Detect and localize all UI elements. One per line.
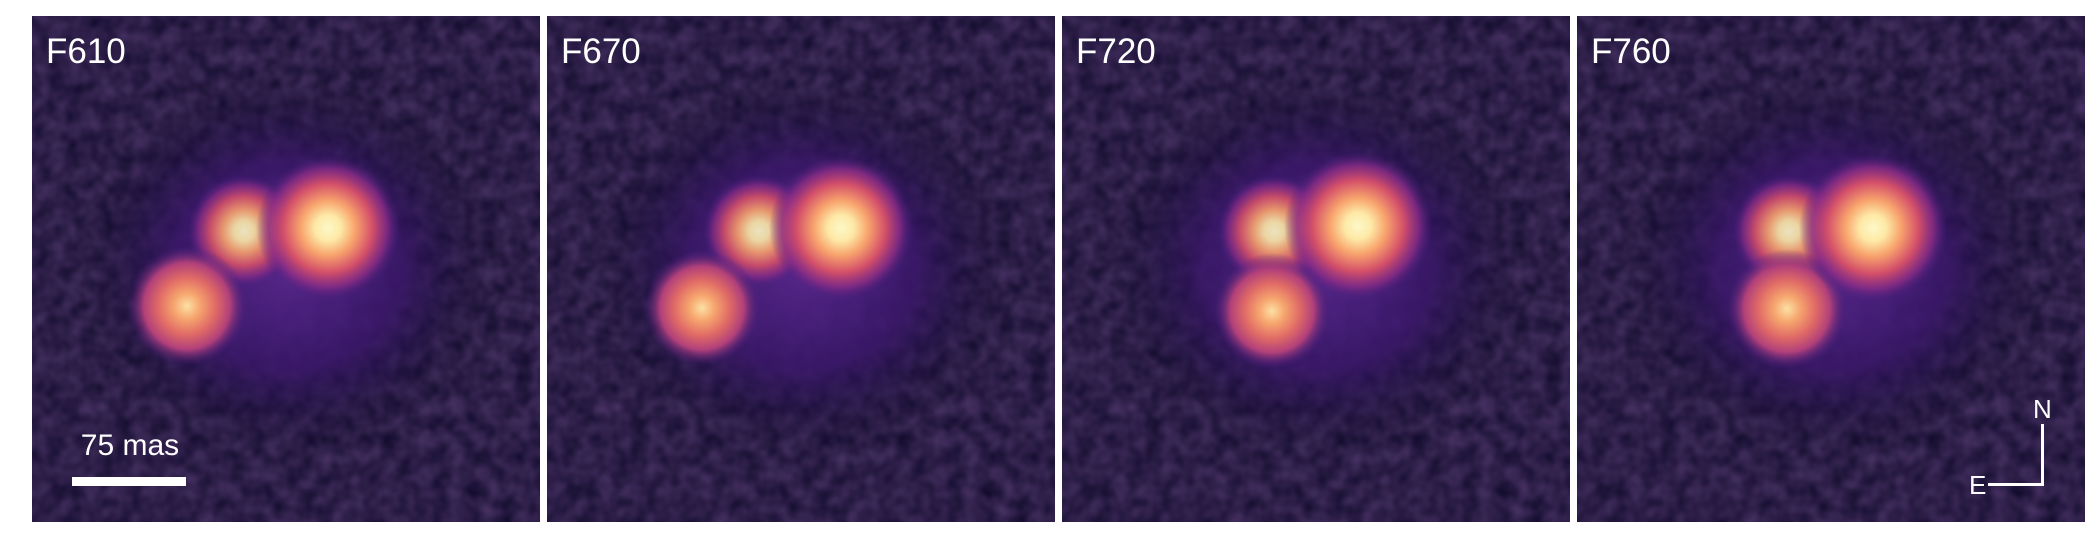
image-panel-f760: F760 N E bbox=[1577, 16, 2085, 522]
image-panel-f720: F720 bbox=[1062, 16, 1570, 522]
star-image-f720 bbox=[1062, 16, 1570, 522]
filter-label: F670 bbox=[561, 32, 641, 71]
scale-bar: 75 mas bbox=[72, 431, 186, 491]
filter-label: F760 bbox=[1591, 32, 1671, 71]
filter-label: F610 bbox=[46, 32, 126, 71]
image-panel-f670: F670 bbox=[547, 16, 1055, 522]
star-image-f670 bbox=[547, 16, 1055, 522]
filter-label: F720 bbox=[1076, 32, 1156, 71]
star-image-f760 bbox=[1577, 16, 2085, 522]
star-image-f610 bbox=[32, 16, 540, 522]
scale-bar-label: 75 mas bbox=[80, 429, 180, 462]
image-panel-f610: F610 75 mas bbox=[32, 16, 540, 522]
scale-bar-line bbox=[72, 477, 186, 486]
